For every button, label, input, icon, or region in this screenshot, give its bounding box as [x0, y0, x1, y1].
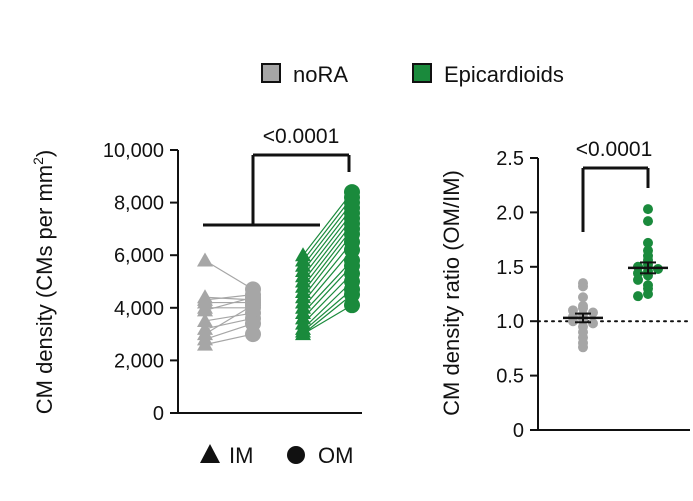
left-y-tick-label: 8,000 — [114, 193, 164, 215]
pair-line — [302, 241, 353, 303]
right-y-axis: 0 0.5 1.0 1.5 2.0 2.5 — [496, 148, 690, 442]
pair-line — [204, 296, 254, 312]
ratio-point — [578, 342, 588, 353]
left-y-axis-label-main: CM density (CMs per mm — [32, 165, 57, 414]
right-y-tick-label: 0.5 — [496, 366, 524, 388]
pair-line — [302, 304, 353, 335]
pair-line — [302, 288, 353, 332]
ratio-point — [643, 289, 653, 299]
pair-line — [302, 212, 353, 277]
pair-line — [302, 218, 353, 282]
pair-line — [204, 323, 254, 340]
im-triangle-point — [295, 326, 311, 341]
left-y-tick-label: 4,000 — [114, 298, 164, 320]
right-mean-sem-bars — [563, 261, 668, 324]
right-significance-bracket — [581, 166, 650, 232]
pair-line — [204, 259, 254, 290]
pair-line — [302, 228, 353, 293]
ratio-point — [633, 274, 643, 285]
pair-line — [204, 333, 254, 346]
ratio-point — [588, 318, 598, 329]
pair-line — [302, 202, 353, 267]
legend-swatch-epicardioids — [412, 63, 432, 83]
pair-line — [302, 207, 353, 272]
left-significance-bracket — [203, 153, 351, 227]
pair-line — [204, 317, 254, 330]
shape-legend-label-IM: IM — [229, 443, 253, 468]
pair-line — [204, 312, 254, 322]
pair-line — [302, 281, 353, 330]
ratio-point — [578, 281, 588, 292]
left-panel: CM density (CMs per mm2) 0 2,000 4,000 6,00… — [30, 125, 362, 425]
legend-label-epicardioids: Epicardioids — [444, 62, 564, 87]
left-data-points — [197, 184, 360, 351]
pair-line — [302, 233, 353, 298]
im-triangle-point — [197, 252, 213, 267]
left-p-value-annotation: <0.0001 — [263, 125, 340, 148]
im-triangle-point — [197, 312, 213, 327]
left-pair-lines — [204, 191, 353, 346]
ratio-point — [643, 237, 653, 248]
left-y-tick-label: 10,000 — [103, 140, 164, 162]
ratio-point — [633, 291, 643, 302]
ratio-point — [578, 292, 588, 303]
right-y-tick-label: 2.0 — [496, 202, 524, 224]
right-y-tick-label: 2.5 — [496, 148, 524, 170]
color-legend: noRA Epicardioids — [261, 62, 564, 87]
svg-text:CM density (CMs per mm2): CM density (CMs per mm2) — [30, 150, 57, 414]
ratio-point — [588, 307, 598, 318]
om-circle-point — [245, 326, 261, 343]
pair-line — [204, 304, 254, 335]
left-y-axis-label-close: ) — [32, 150, 57, 157]
right-y-tick-label: 1.0 — [496, 311, 524, 333]
left-y-tick-label: 0 — [153, 403, 164, 425]
triangle-icon — [200, 444, 220, 463]
left-y-tick-label: 2,000 — [114, 350, 164, 372]
pair-line — [302, 191, 353, 256]
right-data-points — [568, 204, 663, 353]
left-y-axis-label: CM density (CMs per mm2) — [30, 150, 57, 414]
pair-line — [302, 196, 353, 261]
pair-line — [302, 265, 353, 319]
ratio-point — [643, 204, 653, 215]
pair-line — [302, 249, 353, 309]
pair-line — [302, 294, 353, 335]
right-panel: CM density ratio (OM/IM) 0 0.5 1.0 1.5 2.0 2.… — [439, 138, 691, 442]
pair-line — [302, 273, 353, 325]
right-y-axis-label: CM density ratio (OM/IM) — [439, 170, 464, 416]
pair-line — [204, 294, 254, 301]
right-y-tick-label: 1.5 — [496, 257, 524, 279]
pair-line — [302, 260, 353, 314]
om-circle-point — [344, 297, 360, 314]
right-p-value-annotation: <0.0001 — [576, 138, 653, 161]
legend-label-noRA: noRA — [293, 62, 348, 87]
shape-legend-label-OM: OM — [318, 443, 353, 468]
left-y-tick-label: 6,000 — [114, 245, 164, 267]
pair-line — [302, 223, 353, 288]
left-y-axis: 0 2,000 4,000 6,000 8,000 10,000 — [103, 140, 362, 425]
circle-icon — [287, 446, 305, 464]
im-triangle-point — [197, 336, 213, 351]
ratio-point — [643, 216, 653, 227]
im-triangle-point — [197, 302, 213, 317]
right-y-tick-label: 0 — [513, 420, 524, 442]
left-y-axis-label-sup: 2 — [30, 157, 46, 165]
shape-legend: IM OM — [200, 443, 353, 468]
legend-swatch-noRA — [261, 63, 281, 83]
om-circle-point — [245, 297, 261, 314]
